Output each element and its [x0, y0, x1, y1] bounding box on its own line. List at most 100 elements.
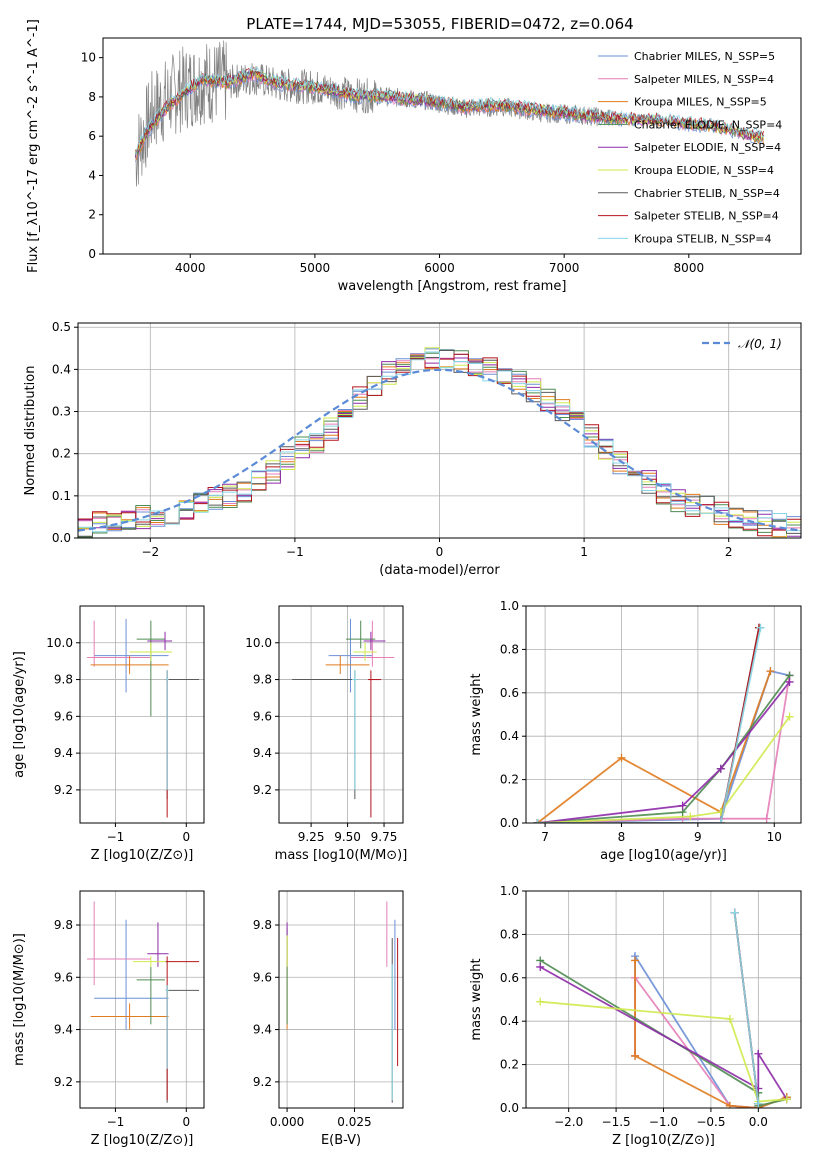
x-tick-label-1: 0 — [182, 830, 190, 844]
weight-marker-2-1 — [631, 1051, 640, 1060]
weight-marker-4-1 — [678, 801, 687, 810]
histogram-8 — [78, 351, 801, 538]
y-tick-label-2: 0.2 — [52, 447, 71, 461]
x-tick-label-0: 7 — [541, 830, 549, 844]
x-tick-label-2: 9 — [694, 830, 702, 844]
axes-frame — [79, 605, 205, 824]
x-tick-label-0: −1 — [107, 830, 125, 844]
y-tick-label-3: 0.6 — [500, 971, 519, 985]
weight-marker-2-1 — [617, 753, 626, 762]
axes-frame — [278, 605, 404, 824]
x-tick-label-1: 5000 — [300, 261, 331, 275]
errorbars — [292, 618, 395, 818]
figure-title: PLATE=1744, MJD=53055, FIBERID=0472, z=0… — [246, 15, 633, 33]
panel-1: −2 −1 0 1 2 0.0 0.1 0.2 0.3 0.4 0.5 (data-model)/er… — [23, 320, 802, 578]
y-tick-label-5: 1.0 — [500, 884, 519, 898]
weight-marker-8-2 — [756, 623, 765, 632]
y-axis-label: Flux [f_λ10^-17 erg cm^-2 s^-1 A^-1] — [26, 19, 41, 273]
axes-frame — [525, 890, 802, 1109]
x-tick-label-1: 0.025 — [337, 1115, 371, 1129]
y-tick-label-5: 0.5 — [52, 320, 71, 334]
weight-series-5 — [540, 1000, 787, 1103]
weight-marker-8-0 — [730, 908, 739, 917]
y-tick-label-2: 9.6 — [54, 970, 73, 984]
histograms — [78, 347, 801, 538]
y-tick-label-4: 10.0 — [245, 636, 272, 650]
x-tick-label-2: −1.0 — [649, 1115, 678, 1129]
x-tick-label-1: −1.5 — [602, 1115, 631, 1129]
errorbars — [286, 901, 399, 1103]
weight-marker-5-1 — [686, 812, 695, 821]
weight-series-4 — [539, 966, 788, 1100]
y-tick-label-0: 0.0 — [500, 816, 519, 830]
y-tick-label-3: 0.3 — [52, 405, 71, 419]
y-tick-label-0: 0.0 — [500, 1101, 519, 1115]
y-tick-label-2: 9.6 — [253, 970, 272, 984]
weight-series-4 — [537, 681, 791, 823]
y-tick-label-0: 0.0 — [52, 531, 71, 545]
x-axis-label: Z [log10(Z/Z⊙)] — [612, 1133, 715, 1148]
panel-7: −2.0 −1.5 −1.0 −0.5 0.0 0.0 0.2 0.4 0.6 0.8 1.0 Z [… — [469, 884, 802, 1148]
x-tick-label-1: 9.50 — [334, 830, 361, 844]
legend-label-3: Chabrier ELODIE, N_SSP=4 — [634, 118, 782, 131]
weight-series-8 — [733, 912, 760, 1104]
x-tick-label-2: 6000 — [424, 261, 455, 275]
axes-frame — [79, 890, 205, 1109]
x-tick-label-0: 0.000 — [270, 1115, 304, 1129]
panel-3: 9.25 9.50 9.75 9.2 9.4 9.6 9.8 10.0 mass [log10(… — [245, 605, 408, 863]
y-tick-label-4: 0.8 — [500, 642, 519, 656]
weight-marker-2-2 — [725, 1101, 734, 1108]
legend-label-6: Chabrier STELIB, N_SSP=4 — [634, 187, 780, 200]
x-axis-label: wavelength [Angstrom, rest frame] — [338, 279, 567, 294]
spectrum-legend: Chabrier MILES, N_SSP=5 Salpeter MILES, N… — [598, 50, 782, 245]
y-tick-label-5: 10 — [81, 51, 96, 65]
normal-curve — [78, 368, 801, 532]
y-tick-label-4: 0.4 — [52, 362, 71, 376]
weight-marker-2-3 — [766, 667, 775, 676]
y-tick-label-4: 0.8 — [500, 927, 519, 941]
y-tick-label-3: 9.8 — [253, 673, 272, 687]
weight-marker-1-2 — [762, 814, 771, 823]
legend-label-7: Salpeter STELIB, N_SSP=4 — [634, 210, 779, 223]
x-tick-label-1: 8 — [618, 830, 626, 844]
panel-6: 0.000 0.025 9.2 9.4 9.6 9.8 E(B-V) — [253, 890, 404, 1148]
weight-marker-4-3 — [785, 677, 794, 686]
axes-frame — [102, 37, 802, 255]
y-tick-label-0: 9.2 — [253, 1075, 272, 1089]
spectrum-lines — [135, 40, 764, 187]
x-axis-label: mass [log10(M/M⊙)] — [275, 848, 408, 863]
x-axis-label: Z [log10(Z/Z⊙)] — [91, 848, 194, 863]
y-tick-label-2: 4 — [88, 168, 96, 182]
y-tick-label-1: 9.4 — [54, 746, 73, 760]
weight-marker-5-1 — [725, 1015, 734, 1024]
y-tick-label-0: 9.2 — [54, 783, 73, 797]
panel-0: 4000 5000 6000 7000 8000 0 2 4 6 8 10 wavelength [A… — [26, 19, 802, 294]
y-axis-label: age [log10(age/yr)] — [12, 651, 27, 778]
y-tick-label-1: 0.2 — [500, 773, 519, 787]
weight-marker-8-1 — [754, 1099, 763, 1108]
legend-label-4: Salpeter ELODIE, N_SSP=4 — [634, 141, 781, 154]
normal-legend-label: 𝒩(0, 1) — [738, 337, 782, 351]
weight-marker-4-2 — [716, 764, 725, 773]
x-tick-label-1: −1 — [286, 545, 304, 559]
weight-marker-4-0 — [536, 962, 545, 971]
y-axis-label: mass weight — [469, 673, 484, 755]
weight-series-2 — [536, 670, 772, 823]
y-tick-label-2: 0.4 — [500, 729, 519, 743]
x-tick-label-3: 7000 — [549, 261, 580, 275]
weight-series-5 — [537, 716, 791, 823]
errorbars — [87, 901, 200, 1103]
weight-marker-5-3 — [785, 712, 794, 721]
x-axis-label: Z [log10(Z/Z⊙)] — [91, 1133, 194, 1148]
panel-2: −1 0 9.2 9.4 9.6 9.8 10.0 Z [log10(Z/Z⊙)] age [l… — [12, 605, 205, 863]
weight-marker-8-0 — [533, 819, 542, 823]
y-tick-label-1: 2 — [88, 208, 96, 222]
legend-label-0: Chabrier MILES, N_SSP=5 — [634, 50, 775, 63]
legend-label-5: Kroupa ELODIE, N_SSP=4 — [634, 164, 774, 177]
y-tick-label-3: 0.6 — [500, 686, 519, 700]
y-tick-label-1: 0.2 — [500, 1058, 519, 1072]
weight-marker-8-1 — [716, 819, 725, 823]
x-tick-label-0: −1 — [107, 1115, 125, 1129]
axes-frame — [525, 605, 802, 824]
